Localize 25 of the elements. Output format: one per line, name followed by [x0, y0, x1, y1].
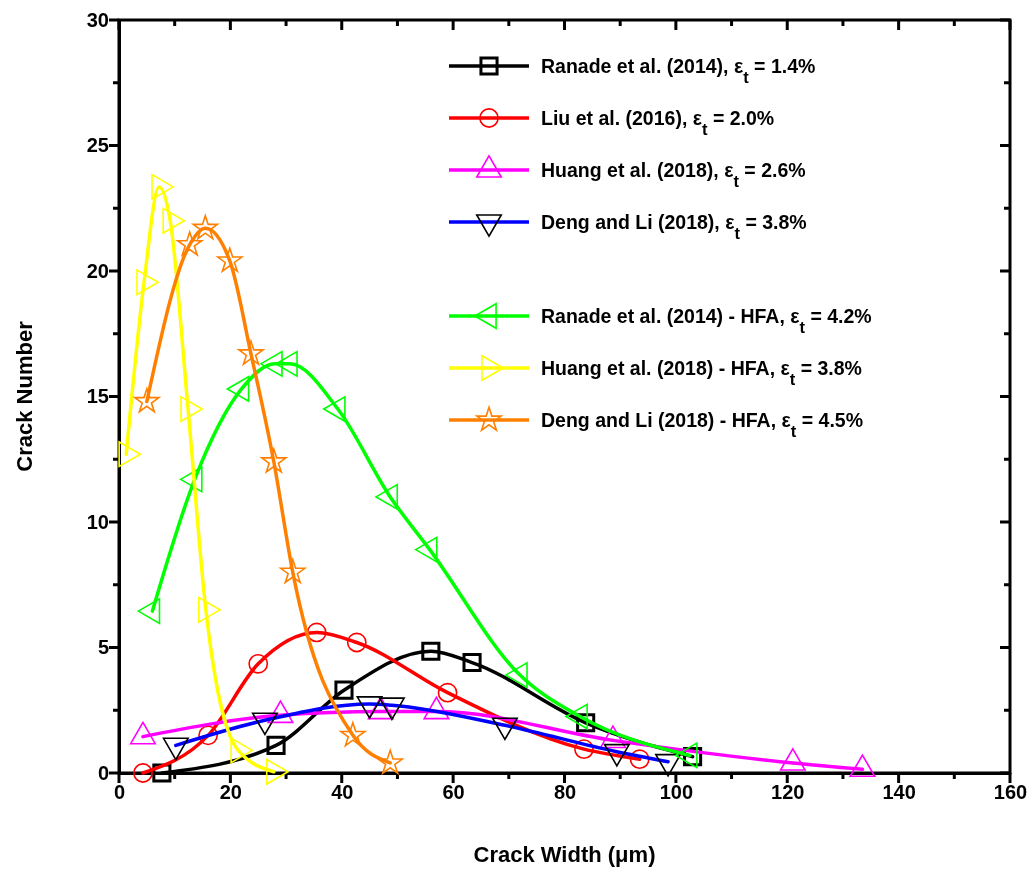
y-tick-label: 15 [86, 385, 109, 408]
legend-label: Huang et al. (2018) - HFA, ε$_{t}$ = 3.8% [541, 357, 862, 389]
x-tick-label: 140 [882, 781, 916, 804]
x-tick-label: 80 [553, 781, 577, 804]
y-tick-label: 0 [97, 761, 109, 784]
legend-label: Deng and Li (2018), ε$_{t}$ = 3.8% [541, 211, 807, 243]
y-tick-label: 20 [86, 259, 109, 282]
y-tick-label: 25 [86, 134, 109, 157]
x-tick-label: 20 [219, 781, 242, 804]
x-tick-label: 120 [771, 781, 805, 804]
legend-label: Ranade et al. (2014), ε$_{t}$ = 1.4% [541, 55, 816, 87]
x-tick-label: 0 [113, 781, 126, 804]
x-tick-label: 160 [993, 781, 1028, 804]
y-tick-label: 10 [86, 510, 109, 533]
legend-label: Ranade et al. (2014) - HFA, ε$_{t}$ = 4.2% [541, 305, 872, 337]
y-axis-title: Crack Number [12, 320, 37, 472]
y-tick-label: 30 [86, 8, 109, 31]
x-tick-label: 40 [331, 781, 354, 804]
legend-label: Liu et al. (2016), ε$_{t}$ = 2.0% [541, 107, 775, 139]
x-tick-label: 60 [442, 781, 465, 804]
legend-label: Deng and Li (2018) - HFA, ε$_{t}$ = 4.5% [541, 409, 863, 441]
x-axis-title: Crack Width (μm) [473, 842, 656, 867]
legend-label: Huang et al. (2018), ε$_{t}$ = 2.6% [541, 159, 806, 191]
x-tick-label: 100 [659, 781, 694, 804]
y-tick-label: 5 [97, 636, 109, 659]
